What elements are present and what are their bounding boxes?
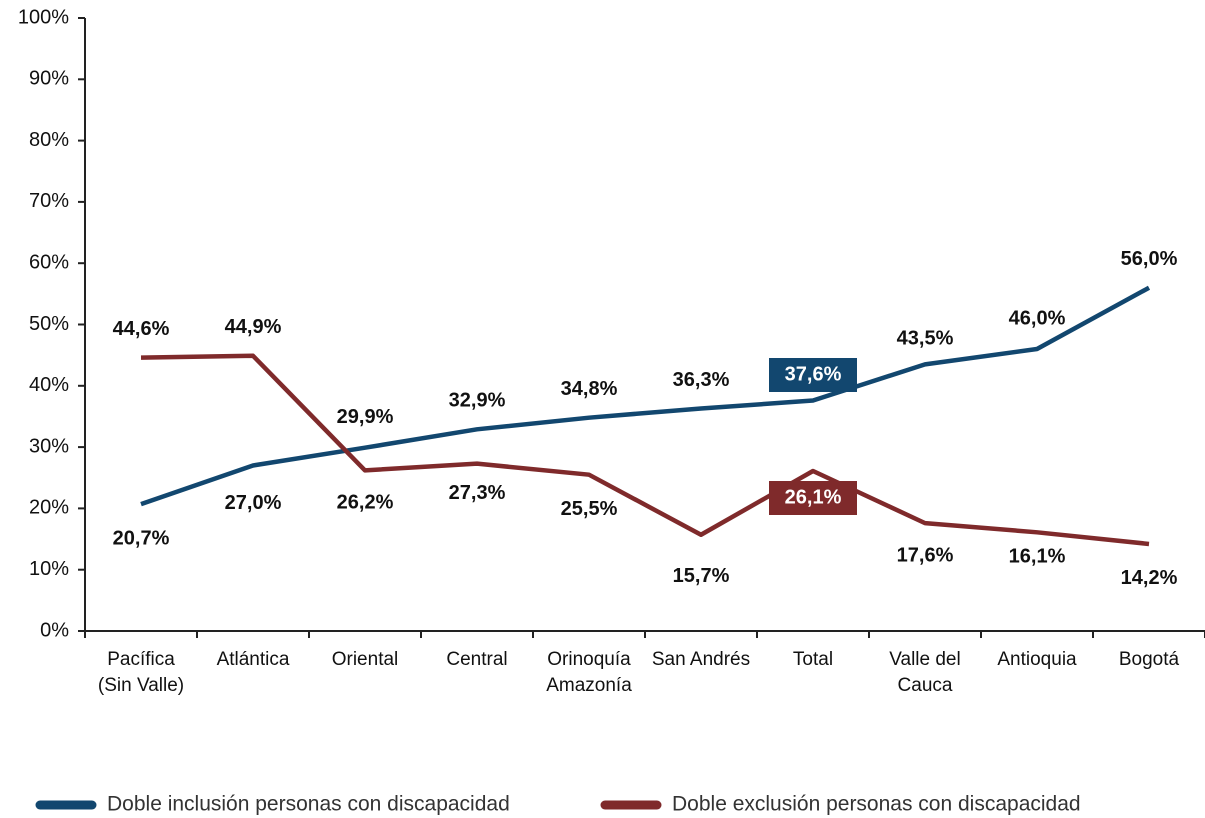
y-tick-label: 100% [18,6,69,28]
y-tick-label: 50% [29,313,69,335]
value-label: 43,5% [897,328,954,350]
value-label: 44,9% [225,316,282,338]
value-label-box [769,481,857,515]
value-label-box [769,358,857,392]
x-tick-label: Central [446,649,507,670]
value-label: 32,9% [449,390,506,412]
series-line [140,285,1151,507]
y-tick-label: 10% [29,558,69,580]
value-label: 15,7% [673,565,730,587]
x-tick-label: Atlántica [217,649,290,670]
value-label: 14,2% [1121,567,1178,589]
series-line [140,353,1150,547]
value-label: 34,8% [561,378,618,400]
value-label: 26,1% [785,486,842,508]
value-label: 56,0% [1121,248,1178,270]
value-label: 17,6% [897,544,954,566]
value-label: 20,7% [113,527,170,549]
x-tick-label: Pacífica (Sin Valle) [98,649,184,696]
value-label: 46,0% [1009,307,1066,329]
value-label: 25,5% [561,498,618,520]
x-tick-label: Valle del Cauca [889,649,960,696]
y-tick-label: 70% [29,190,69,212]
value-label: 36,3% [673,369,730,391]
y-tick-label: 20% [29,497,69,519]
value-label: 27,3% [449,482,506,504]
x-tick-label: Oriental [332,649,399,670]
value-label: 26,2% [337,492,394,514]
value-label: 29,9% [337,406,394,428]
value-label: 37,6% [785,363,842,385]
x-tick-label: Orinoquía Amazonía [546,649,632,696]
y-tick-label: 80% [29,129,69,151]
x-tick-label: San Andrés [652,649,750,670]
y-tick-label: 0% [40,619,69,641]
value-label: 16,1% [1009,546,1066,568]
x-tick-label: Antioquia [997,649,1077,670]
y-tick-label: 90% [29,68,69,90]
legend-label: Doble exclusión personas con discapacida… [672,793,1081,816]
y-tick-label: 30% [29,435,69,457]
y-tick-label: 40% [29,374,69,396]
legend-label: Doble inclusión personas con discapacida… [107,793,510,816]
x-tick-label: Bogotá [1119,649,1180,670]
x-tick-label: Total [793,649,833,670]
value-label: 27,0% [225,492,282,514]
value-label: 44,6% [113,318,170,340]
y-tick-label: 60% [29,251,69,273]
